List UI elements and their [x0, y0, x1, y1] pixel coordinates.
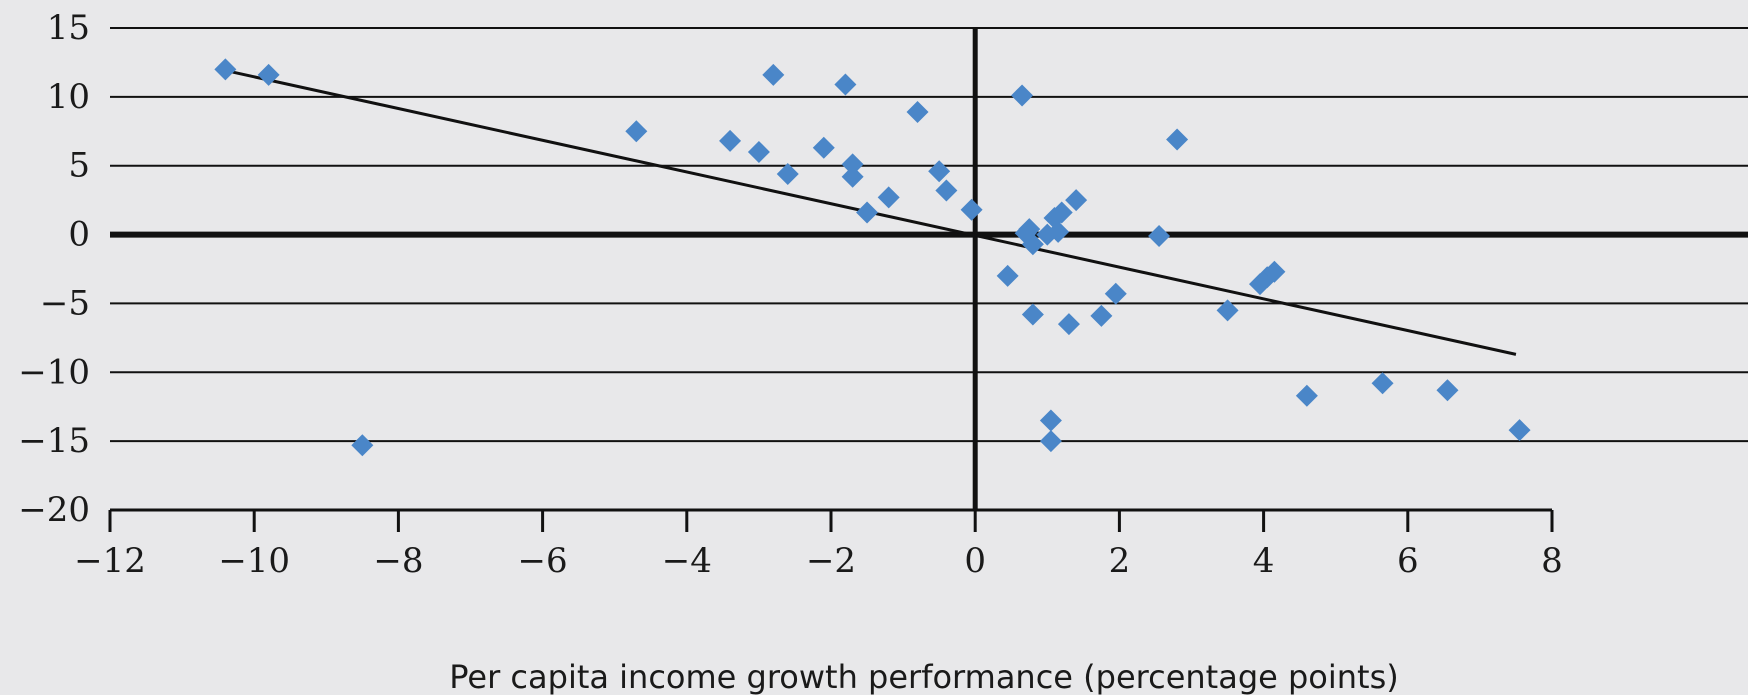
x-tick-label: 8 [1541, 541, 1563, 581]
x-tick-label: 2 [1109, 541, 1131, 581]
scatter-point [1148, 224, 1171, 247]
scatter-point [1295, 384, 1318, 407]
scatter-point [841, 165, 864, 188]
y-tick-label: 15 [47, 8, 90, 48]
scatter-point [834, 73, 857, 96]
scatter-point [1050, 201, 1073, 224]
scatter-point [1047, 220, 1070, 243]
x-tick-label: 6 [1397, 541, 1419, 581]
scatter-point [1371, 372, 1394, 395]
y-tick-label: 5 [68, 146, 90, 186]
scatter-point [1018, 218, 1041, 241]
x-tick-label: 4 [1253, 541, 1275, 581]
scatter-point [1216, 299, 1239, 322]
scatter-point [960, 198, 983, 221]
scatter-point [351, 434, 374, 457]
scatter-point [776, 162, 799, 185]
scatter-point [1021, 233, 1044, 256]
scatter-point [841, 153, 864, 176]
scatter-point [928, 160, 951, 183]
x-tick-label: −6 [518, 541, 568, 581]
grid-layer [110, 27, 1748, 443]
x-tick-label: −4 [662, 541, 712, 581]
scatter-point [762, 63, 785, 86]
x-tick-label: −12 [74, 541, 146, 581]
axes-layer [108, 28, 1748, 532]
scatter-point [906, 101, 929, 124]
x-tick-label: −2 [806, 541, 856, 581]
x-tick-label: −10 [218, 541, 290, 581]
scatter-point [1065, 189, 1088, 212]
scatter-point [1057, 313, 1080, 336]
points-layer [214, 58, 1531, 457]
scatter-point [214, 58, 237, 81]
scatter-point [1039, 430, 1062, 453]
y-tick-label: −20 [18, 490, 90, 530]
x-axis-title: Per capita income growth performance (pe… [449, 658, 1399, 695]
scatter-point [1166, 128, 1189, 151]
scatter-point [1104, 282, 1127, 305]
scatter-point [1263, 260, 1286, 283]
y-tick-label: −10 [18, 352, 90, 392]
scatter-point [1436, 379, 1459, 402]
x-tick-label: −8 [373, 541, 423, 581]
y-tick-label: −15 [18, 421, 90, 461]
y-tick-label: 10 [47, 77, 90, 117]
scatter-point [812, 136, 835, 159]
scatter-point [1011, 84, 1034, 107]
scatter-point [1039, 409, 1062, 432]
scatter-point [877, 186, 900, 209]
scatter-point [719, 129, 742, 152]
scatter-point [996, 264, 1019, 287]
scatter-point [747, 140, 770, 163]
y-tick-label: 0 [68, 215, 90, 255]
scatter-point [935, 179, 958, 202]
scatter-point [856, 201, 879, 224]
scatter-point [1090, 304, 1113, 327]
x-tick-label: 0 [964, 541, 986, 581]
scatter-point [1021, 303, 1044, 326]
scatter-point [625, 120, 648, 143]
scatter-point [257, 63, 280, 86]
scatter-point [1508, 419, 1531, 442]
y-tick-label: −5 [40, 283, 90, 323]
